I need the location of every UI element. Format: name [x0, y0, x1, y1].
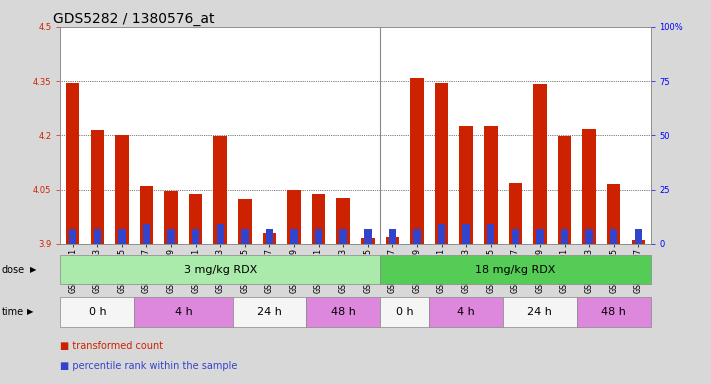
Bar — [484, 126, 498, 244]
Bar — [585, 228, 593, 244]
Bar — [115, 135, 129, 244]
Bar — [577, 297, 651, 327]
Bar — [164, 191, 178, 244]
Bar — [217, 224, 224, 244]
Bar — [66, 83, 80, 244]
Text: 0 h: 0 h — [88, 307, 106, 317]
Bar — [438, 224, 445, 244]
Bar — [582, 129, 596, 244]
Text: 4 h: 4 h — [457, 307, 475, 317]
Bar — [435, 83, 449, 244]
Bar — [634, 228, 642, 244]
Text: 18 mg/kg RDX: 18 mg/kg RDX — [475, 265, 555, 275]
Bar — [536, 228, 544, 244]
Bar — [336, 197, 350, 244]
Text: 24 h: 24 h — [257, 307, 282, 317]
Bar — [189, 194, 203, 244]
Bar — [312, 194, 326, 244]
Bar — [380, 297, 429, 327]
Bar — [487, 224, 494, 244]
Text: dose: dose — [1, 265, 25, 275]
Bar — [266, 228, 273, 244]
Bar — [94, 228, 101, 244]
Bar — [306, 297, 380, 327]
Bar — [287, 190, 301, 244]
Bar — [143, 224, 150, 244]
Bar — [118, 228, 126, 244]
Text: 4 h: 4 h — [174, 307, 192, 317]
Bar — [167, 228, 175, 244]
Bar — [557, 136, 571, 244]
Text: ■ percentile rank within the sample: ■ percentile rank within the sample — [60, 361, 237, 371]
Bar — [503, 297, 577, 327]
Text: ■ transformed count: ■ transformed count — [60, 341, 164, 351]
Bar — [60, 297, 134, 327]
Bar — [508, 183, 522, 244]
Text: 3 mg/kg RDX: 3 mg/kg RDX — [183, 265, 257, 275]
Bar — [385, 237, 399, 244]
Text: ▶: ▶ — [30, 265, 36, 274]
Bar — [241, 228, 249, 244]
Text: 24 h: 24 h — [528, 307, 552, 317]
Bar — [607, 184, 621, 244]
Bar — [361, 238, 375, 244]
Text: GDS5282 / 1380576_at: GDS5282 / 1380576_at — [53, 12, 215, 25]
Bar — [389, 228, 396, 244]
Bar — [364, 228, 372, 244]
Bar — [262, 233, 276, 244]
Bar — [410, 78, 424, 244]
Bar — [290, 228, 298, 244]
Bar — [69, 228, 77, 244]
Bar — [134, 297, 232, 327]
Text: time: time — [1, 307, 23, 317]
Bar — [238, 199, 252, 244]
Bar — [413, 228, 421, 244]
Bar — [232, 297, 306, 327]
Bar — [429, 297, 503, 327]
Bar — [631, 240, 645, 244]
Bar — [339, 228, 347, 244]
Bar — [140, 186, 154, 244]
Bar — [512, 228, 519, 244]
Text: 48 h: 48 h — [602, 307, 626, 317]
Bar — [213, 136, 227, 244]
Bar — [315, 228, 322, 244]
Bar — [90, 130, 104, 244]
Text: 48 h: 48 h — [331, 307, 356, 317]
Text: 0 h: 0 h — [396, 307, 414, 317]
Bar — [462, 224, 470, 244]
Bar — [192, 228, 199, 244]
Bar — [561, 228, 568, 244]
Bar — [380, 255, 651, 285]
Bar — [459, 126, 473, 244]
Bar — [610, 228, 617, 244]
Bar — [60, 255, 380, 285]
Text: ▶: ▶ — [27, 308, 33, 316]
Bar — [533, 84, 547, 244]
